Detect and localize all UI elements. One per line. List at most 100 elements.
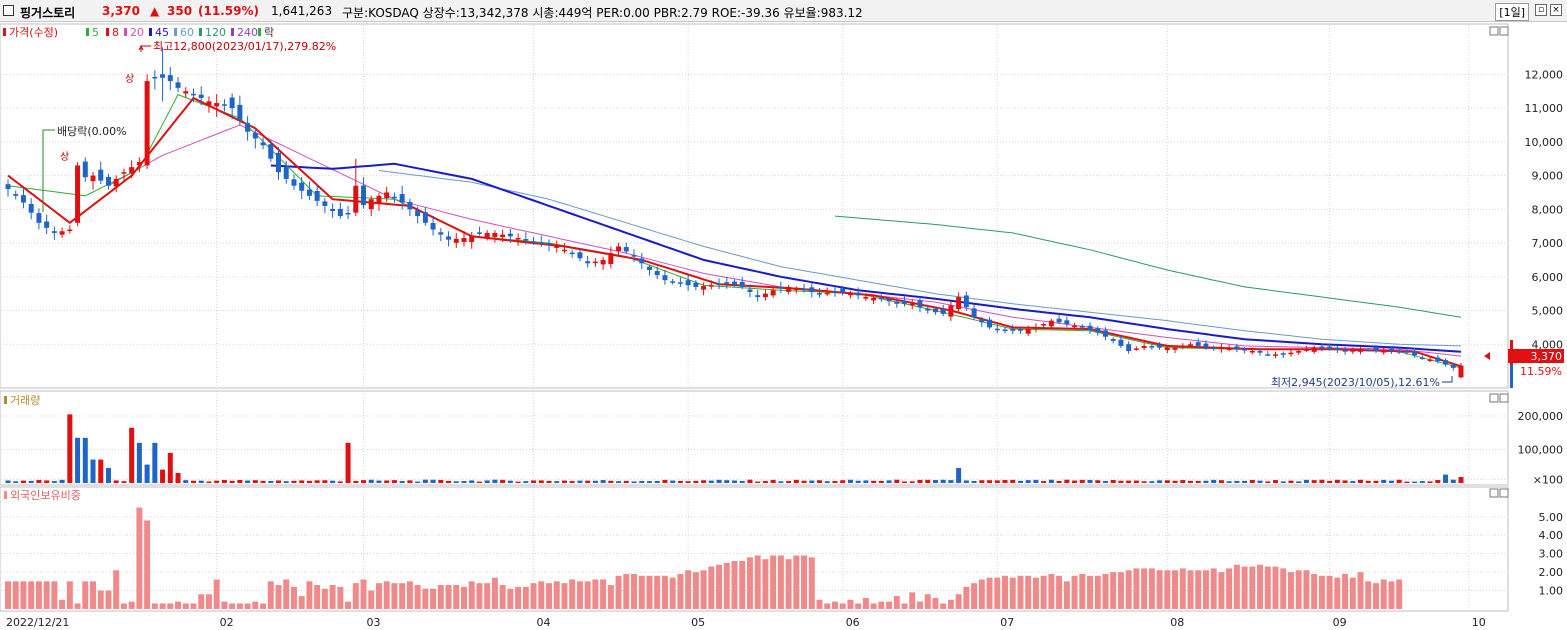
foreign-bar	[1040, 575, 1047, 609]
candle-down	[1280, 353, 1286, 355]
volume-bar	[20, 480, 26, 483]
foreign-bar	[105, 590, 112, 609]
foreign-bar	[120, 603, 127, 609]
volume-bar	[361, 480, 367, 483]
price-axis-tick: 8,000	[1532, 203, 1564, 216]
price-axis-tick: 12,000	[1525, 68, 1564, 81]
legend-volume[interactable]: 거래량	[10, 394, 40, 407]
legend-ma5[interactable]: 5	[92, 26, 99, 39]
close-button[interactable]: ×	[1550, 4, 1562, 16]
candle-down	[13, 194, 19, 196]
foreign-bar	[708, 566, 715, 609]
minimize-button[interactable]: ▫	[1535, 4, 1547, 16]
volume-bar	[1048, 479, 1054, 483]
volume-panel-minimize-icon[interactable]	[1489, 393, 1499, 403]
change-value: 350	[167, 4, 193, 18]
volume-bar	[894, 479, 900, 483]
legend-ma20[interactable]: 20	[130, 26, 144, 39]
foreign-bar	[298, 596, 305, 609]
stock-name[interactable]: 핑거스토리	[20, 6, 76, 20]
candle-up	[1288, 352, 1294, 355]
foreign-panel-minimize-icon[interactable]	[1489, 488, 1499, 498]
volume-bar	[701, 480, 707, 483]
candle-up	[762, 293, 768, 298]
candle-down	[276, 152, 282, 173]
volume-bar	[1002, 480, 1008, 483]
candle-down	[902, 300, 908, 304]
volume-bar	[1149, 481, 1155, 483]
candle-up	[376, 195, 382, 204]
candle-down	[546, 242, 552, 245]
legend-ma240[interactable]: 240	[237, 26, 258, 39]
candle-down	[98, 169, 104, 181]
candle-down	[299, 182, 305, 191]
candle-down	[971, 308, 977, 318]
candle-down	[1157, 344, 1163, 348]
foreign-bar	[430, 588, 437, 609]
volume-bar	[1234, 480, 1240, 483]
volume-bar	[755, 481, 761, 483]
volume-bar	[886, 480, 892, 483]
volume-bar	[515, 481, 521, 483]
foreign-bar	[221, 601, 228, 609]
volume-bar	[1419, 481, 1425, 483]
candle-up	[847, 293, 853, 296]
chart-canvas[interactable]: 12,000 11,000 10,000 9,000 8,000 7,000 6,000 5,…	[0, 22, 1567, 630]
candle-up	[129, 167, 135, 174]
foreign-panel-close-icon[interactable]	[1499, 488, 1509, 498]
volume-bar	[13, 481, 19, 483]
candle-up	[616, 246, 622, 251]
select-checkbox[interactable]	[3, 5, 14, 16]
foreign-bar	[546, 583, 553, 609]
period-selector[interactable]: [1일]	[1495, 3, 1529, 21]
legend-ma8[interactable]: 8	[112, 26, 119, 39]
foreign-bar	[159, 603, 166, 609]
volume-bar	[469, 480, 475, 483]
candle-up	[1427, 359, 1433, 361]
candle-down	[51, 231, 57, 233]
volume-bar	[925, 479, 931, 483]
candle-down	[994, 328, 1000, 331]
price-panel-minimize-icon[interactable]	[1489, 26, 1499, 36]
volume-bar	[167, 452, 173, 483]
foreign-bar	[337, 586, 344, 609]
foreign-bar	[1187, 570, 1194, 609]
foreign-bar	[82, 581, 89, 609]
candle-up	[600, 259, 606, 265]
legend-ma8-swatch	[106, 28, 109, 36]
candle-down	[20, 195, 26, 203]
price-panel-close-icon[interactable]	[1499, 26, 1509, 36]
foreign-bar	[12, 581, 19, 609]
candle-down	[5, 184, 11, 190]
foreign-bar	[646, 575, 653, 609]
legend-ma60[interactable]: 60	[180, 26, 194, 39]
legend-ma45[interactable]: 45	[155, 26, 169, 39]
legend-rights-swatch	[258, 28, 261, 36]
foreign-bar	[901, 603, 908, 609]
candle-up	[368, 199, 374, 210]
volume-bar	[67, 414, 73, 483]
legend-price[interactable]: 가격(수정)	[9, 26, 58, 39]
legend-ma120[interactable]: 120	[205, 26, 226, 39]
foreign-bar	[893, 596, 900, 609]
foreign-bar	[932, 597, 939, 609]
candle-down	[252, 132, 258, 139]
foreign-bar	[530, 583, 537, 609]
legend-price-swatch	[3, 28, 6, 36]
volume-bar	[314, 480, 320, 483]
candle-up	[1249, 351, 1255, 353]
volume-panel-close-icon[interactable]	[1499, 393, 1509, 403]
volume-bar	[36, 479, 42, 483]
volume-bar	[716, 479, 722, 483]
volume-bar	[175, 472, 181, 483]
legend-rights[interactable]: 락	[264, 26, 274, 39]
volume-legend: 거래량	[4, 394, 40, 407]
foreign-bar	[205, 594, 212, 609]
candle-down	[1373, 347, 1379, 352]
volume-bar	[1303, 479, 1309, 483]
foreign-bar	[1349, 577, 1356, 609]
candle-down	[198, 94, 204, 98]
legend-foreign[interactable]: 외국인보유비중	[10, 489, 81, 502]
volume-bar	[75, 437, 81, 483]
foreign-bar	[368, 590, 375, 609]
